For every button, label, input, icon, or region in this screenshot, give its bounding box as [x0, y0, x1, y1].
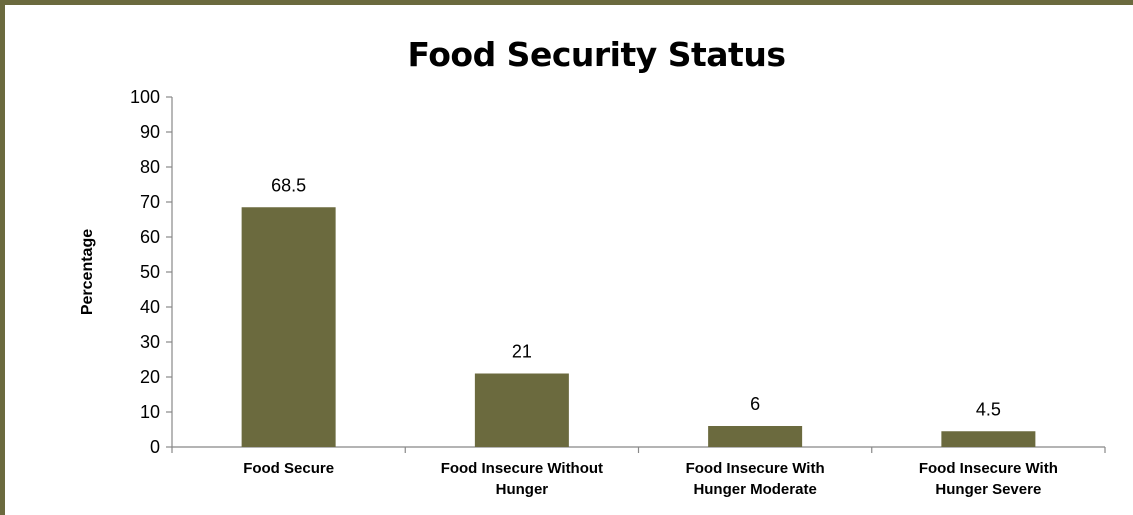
y-tick-label: 60: [140, 227, 160, 247]
bar: [941, 431, 1036, 447]
bar: [708, 426, 803, 447]
y-axis: 0 10 20 30 40 50 60 70 80 90 100: [130, 87, 173, 457]
data-label: 6: [750, 394, 760, 414]
chart-title: Food Security Status: [407, 35, 786, 74]
bars: [241, 207, 1036, 447]
bar: [474, 373, 569, 447]
x-tick-label: Food Secure: [243, 460, 334, 477]
y-tick-label: 50: [140, 262, 160, 282]
y-axis-title: Percentage: [79, 229, 96, 315]
x-tick-label: Food Insecure With: [686, 460, 825, 477]
y-tick-label: 30: [140, 332, 160, 352]
y-tick-label: 80: [140, 157, 160, 177]
bar: [241, 207, 336, 447]
data-label: 4.5: [976, 399, 1001, 419]
x-tick-label: Hunger Moderate: [693, 481, 816, 498]
x-tick-label: Food Insecure Without: [441, 460, 603, 477]
y-tick-label: 90: [140, 122, 160, 142]
x-tick-label: Hunger: [496, 481, 549, 498]
y-tick-label: 100: [130, 87, 160, 107]
y-tick-label: 70: [140, 192, 160, 212]
y-tick-label: 10: [140, 402, 160, 422]
x-axis: Food Secure Food Insecure Without Hunger Fo…: [171, 446, 1106, 498]
data-label: 68.5: [271, 175, 306, 195]
y-tick-label: 0: [150, 437, 160, 457]
y-tick-label: 20: [140, 367, 160, 387]
y-tick-label: 40: [140, 297, 160, 317]
data-label: 21: [512, 342, 532, 362]
x-tick-label: Food Insecure With: [919, 460, 1058, 477]
data-labels: 68.5 21 6 4.5: [271, 175, 1001, 419]
x-tick-label: Hunger Severe: [935, 481, 1041, 498]
